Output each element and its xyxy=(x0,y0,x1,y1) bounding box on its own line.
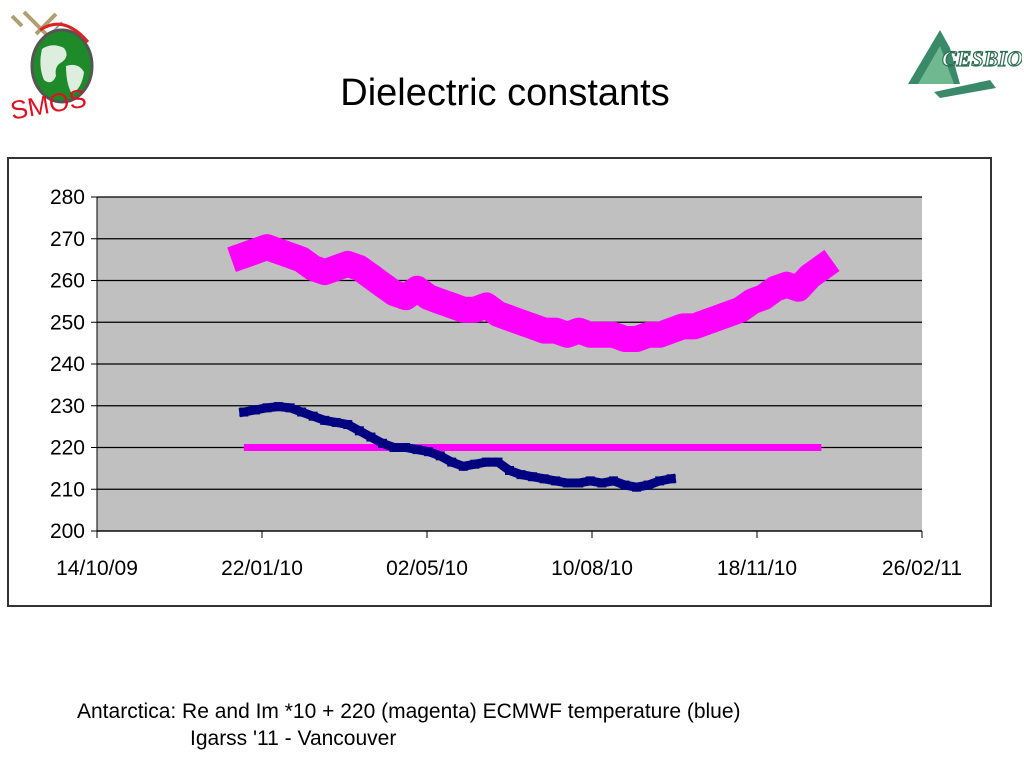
series-2-point xyxy=(274,402,283,412)
series-2-point xyxy=(481,457,491,467)
x-tick-label: 22/01/10 xyxy=(221,557,303,580)
series-2-point xyxy=(297,407,307,417)
series-2-point xyxy=(424,447,434,457)
caption-line-1: Antarctica: Re and Im *10 + 220 (magenta… xyxy=(77,700,741,723)
caption: Antarctica: Re and Im *10 + 220 (magenta… xyxy=(77,698,741,752)
series-2-point xyxy=(262,403,272,413)
series-2-point xyxy=(435,451,445,461)
series-2-point xyxy=(505,465,514,475)
series-2-point xyxy=(620,480,630,490)
y-tick-label: 270 xyxy=(50,228,85,251)
cesbio-logo: CESBIO xyxy=(908,30,1022,98)
series-2-point xyxy=(608,476,618,486)
series-2-point xyxy=(632,482,642,492)
series-2-point xyxy=(401,443,411,452)
series-2-point xyxy=(377,438,387,448)
chart-frame: 200 210 220 230 240 250 260 270 280 14/10/09 22/01… xyxy=(7,157,992,607)
series-2-point xyxy=(562,478,572,488)
series-2-point xyxy=(493,457,503,467)
series-2-point xyxy=(250,405,260,415)
series-0-point xyxy=(812,258,831,277)
x-tick-label: 10/08/10 xyxy=(551,557,633,580)
y-tick-label: 250 xyxy=(50,311,85,334)
y-tick-label: 210 xyxy=(50,478,85,501)
series-2-point xyxy=(412,445,422,455)
chart: 200 210 220 230 240 250 260 270 280 14/10/09 22/01… xyxy=(50,186,962,580)
series-2-point xyxy=(389,443,399,452)
series-2-point xyxy=(308,411,318,421)
y-tick-label: 220 xyxy=(50,437,85,460)
y-tick-label: 240 xyxy=(50,353,85,376)
series-2-point xyxy=(458,461,468,471)
x-tick-label: 02/05/10 xyxy=(386,557,468,580)
y-tick-label: 260 xyxy=(50,270,85,293)
series-2-point xyxy=(447,457,457,467)
series-2-point xyxy=(354,426,364,436)
series-2-point xyxy=(528,472,538,482)
x-tick-label: 14/10/09 xyxy=(56,557,138,580)
series-2-point xyxy=(539,474,549,484)
caption-line-2: Igarss '11 - Vancouver xyxy=(190,727,397,750)
globe-icon xyxy=(30,22,94,104)
series-2-point xyxy=(285,403,295,413)
y-tick-label: 230 xyxy=(50,395,85,418)
series-2-point xyxy=(320,415,330,425)
series-2-point xyxy=(470,459,480,469)
series-2-point xyxy=(597,478,607,488)
y-tick-label: 280 xyxy=(50,186,85,209)
series-2-point xyxy=(666,474,676,484)
cesbio-logo-text: CESBIO xyxy=(942,46,1022,71)
page-title: Dielectric constants xyxy=(340,72,670,114)
series-2-point xyxy=(239,407,249,417)
x-tick-label: 18/11/10 xyxy=(717,557,797,580)
series-2-point xyxy=(643,480,653,490)
x-tick-label: 26/02/11 xyxy=(882,557,962,580)
series-2-point xyxy=(574,478,584,488)
series-2-point xyxy=(551,476,561,486)
smos-logo-text: SMOS xyxy=(8,83,89,126)
series-2-point xyxy=(331,417,341,427)
series-2-point xyxy=(655,476,665,486)
series-2-point xyxy=(366,432,376,442)
series-2-point xyxy=(516,470,526,480)
series-2-point xyxy=(585,476,595,486)
smos-logo: SMOS xyxy=(8,10,94,126)
y-tick-label: 200 xyxy=(50,520,85,543)
series-2-point xyxy=(343,420,353,430)
